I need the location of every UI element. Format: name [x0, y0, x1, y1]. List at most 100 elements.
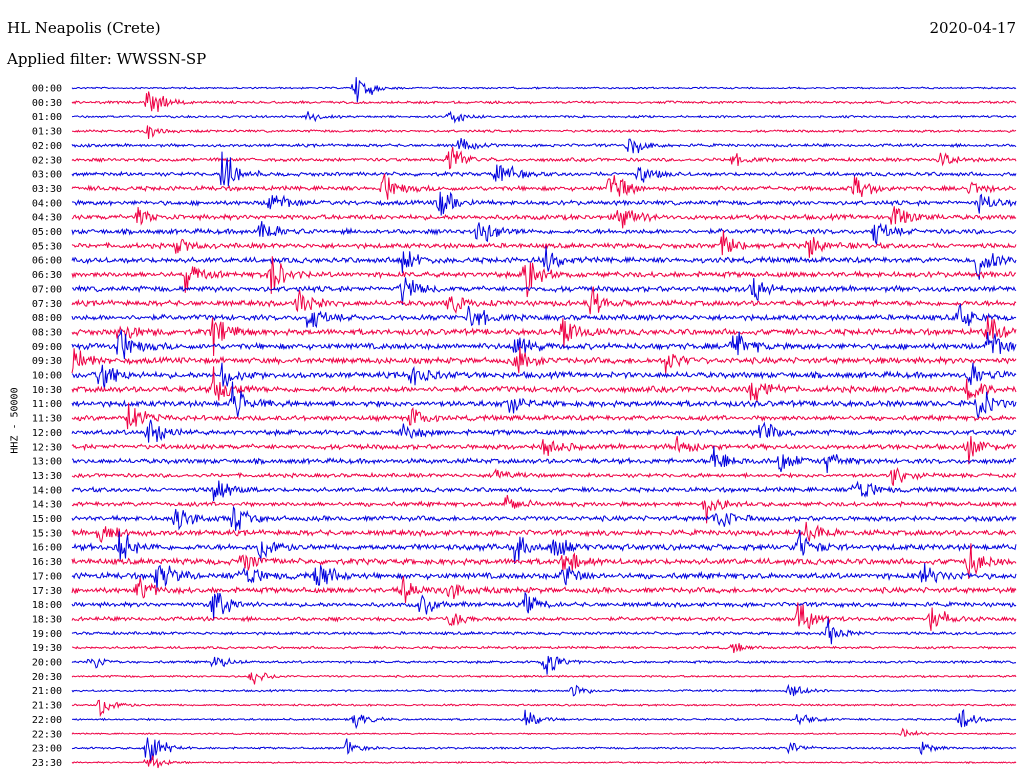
seismic-trace — [71, 435, 1017, 465]
time-label: 12:00 — [32, 428, 62, 439]
seismic-trace — [71, 77, 1017, 103]
time-label: 06:00 — [32, 256, 62, 267]
time-label: 00:30 — [32, 98, 62, 109]
seismic-trace — [71, 467, 1017, 486]
time-label: 18:00 — [32, 600, 62, 611]
seismic-trace — [71, 346, 1017, 374]
seismic-trace — [71, 146, 1017, 170]
time-label: 12:30 — [32, 442, 62, 453]
time-label: 03:00 — [32, 170, 62, 181]
seismic-trace — [71, 329, 1017, 360]
seismic-trace — [71, 381, 1017, 419]
seismic-trace — [71, 737, 1017, 763]
time-label: 09:30 — [32, 356, 62, 367]
seismic-trace — [71, 246, 1017, 280]
seismic-trace — [71, 708, 1017, 730]
time-label: 10:00 — [32, 371, 62, 382]
time-label: 21:00 — [32, 686, 62, 697]
time-label: 05:00 — [32, 227, 62, 238]
seismic-trace — [71, 755, 1017, 769]
time-label: 15:30 — [32, 528, 62, 539]
seismic-trace — [71, 173, 1017, 200]
seismic-trace — [71, 402, 1017, 430]
seismic-trace — [71, 563, 1017, 592]
time-label: 09:00 — [32, 342, 62, 353]
time-label: 05:30 — [32, 241, 62, 252]
time-label: 03:30 — [32, 184, 62, 195]
seismic-trace — [71, 672, 1017, 685]
time-label: 04:30 — [32, 213, 62, 224]
seismic-trace — [71, 191, 1017, 216]
seismic-trace — [71, 543, 1017, 579]
seismic-trace — [71, 206, 1017, 229]
seismic-trace — [71, 480, 1017, 502]
time-label: 06:30 — [32, 270, 62, 281]
seismic-trace — [71, 591, 1017, 621]
seismic-trace — [71, 699, 1017, 718]
time-label: 07:00 — [32, 284, 62, 295]
seismic-trace — [71, 303, 1017, 329]
time-label: 23:00 — [32, 744, 62, 755]
time-label-group: 00:00 00:30 01:00 01:30 02:00 02:30 03:00 03:30… — [32, 84, 62, 769]
time-label: 19:00 — [32, 629, 62, 640]
seismic-trace — [71, 727, 1016, 737]
seismic-trace — [71, 505, 1017, 531]
time-label: 13:00 — [32, 457, 62, 468]
time-label: 08:00 — [32, 313, 62, 324]
seismic-trace — [71, 419, 1017, 443]
time-label: 16:00 — [32, 543, 62, 554]
time-label: 19:30 — [32, 643, 62, 654]
time-label: 22:00 — [32, 715, 62, 726]
time-label: 08:30 — [32, 327, 62, 338]
time-label: 00:00 — [32, 84, 62, 95]
seismic-trace — [71, 230, 1017, 258]
time-label: 10:30 — [32, 385, 62, 396]
seismic-trace — [71, 286, 1017, 315]
seismic-trace — [71, 446, 1017, 474]
time-label: 15:00 — [32, 514, 62, 525]
seismic-trace — [71, 316, 1017, 357]
time-label: 21:30 — [32, 701, 62, 712]
time-label: 01:30 — [32, 127, 62, 138]
seismic-trace — [71, 91, 1017, 112]
seismic-trace — [71, 366, 1017, 403]
seismic-trace — [71, 530, 1017, 565]
seismic-trace — [71, 256, 1017, 298]
seismic-trace — [71, 362, 1017, 389]
filter-label: Applied filter: WWSSN-SP — [7, 50, 207, 68]
time-label: 14:30 — [32, 500, 62, 511]
time-label: 18:30 — [32, 614, 62, 625]
time-label: 22:30 — [32, 729, 62, 740]
seismic-trace — [71, 618, 1017, 645]
time-label: 07:30 — [32, 299, 62, 310]
seismic-trace — [71, 110, 1017, 124]
seismic-trace — [71, 494, 1017, 524]
time-label: 02:00 — [32, 141, 62, 152]
seismic-trace — [71, 683, 1017, 697]
seismic-trace — [71, 655, 1017, 675]
seismic-trace — [71, 576, 1017, 604]
seismic-trace — [71, 125, 1017, 139]
time-label: 17:30 — [32, 586, 62, 597]
seismic-trace — [71, 277, 1017, 305]
time-label: 11:30 — [32, 414, 62, 425]
seismic-trace — [71, 221, 1017, 245]
station-title: HL Neapolis (Crete) — [7, 19, 161, 37]
time-label: 20:30 — [32, 672, 62, 683]
seismic-trace — [71, 138, 1017, 154]
time-label: 01:00 — [32, 112, 62, 123]
time-label: 23:30 — [32, 758, 62, 769]
time-label: 02:30 — [32, 155, 62, 166]
time-label: 17:00 — [32, 571, 62, 582]
time-label: 14:00 — [32, 485, 62, 496]
seismic-trace — [71, 602, 1017, 631]
recording-date: 2020-04-17 — [929, 19, 1016, 37]
seismic-trace — [72, 643, 1017, 654]
time-label: 16:30 — [32, 557, 62, 568]
seismic-trace — [71, 151, 1017, 187]
time-label: 11:00 — [32, 399, 62, 410]
trace-group — [71, 77, 1017, 769]
time-label: 04:00 — [32, 198, 62, 209]
time-label: 20:00 — [32, 658, 62, 669]
